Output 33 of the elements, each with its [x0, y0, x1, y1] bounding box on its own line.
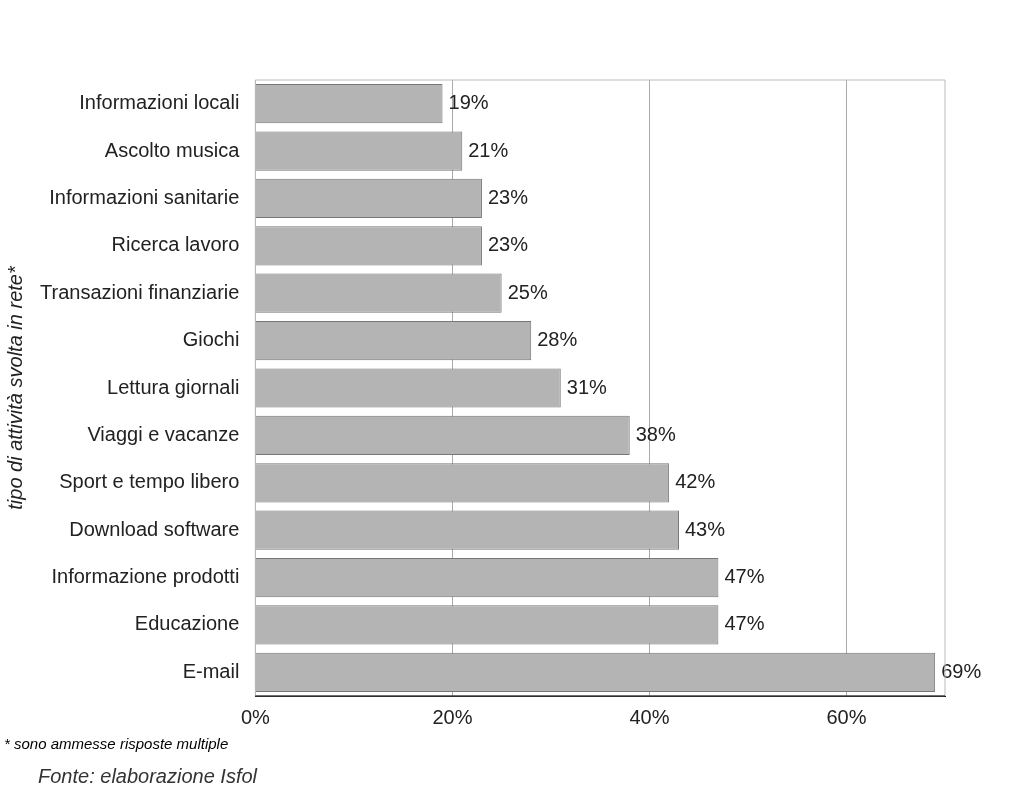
data-label: 23%	[487, 185, 529, 208]
y-tick-label: Informazione prodotti	[51, 565, 240, 588]
y-tick-label: Ricerca lavoro	[111, 233, 240, 256]
y-tick-label: Educazione	[134, 612, 240, 635]
y-tick-label: Lettura giornali	[107, 375, 240, 398]
data-label: 43%	[684, 517, 726, 540]
y-tick-label: Sport e tempo libero	[59, 470, 240, 493]
text: * sono ammesse risposte multiple	[4, 735, 229, 752]
x-tick-label: 20%	[432, 705, 473, 728]
y-axis-title: tipo di attività svolta in rete*	[3, 265, 26, 510]
data-label: 21%	[468, 138, 509, 161]
data-label: 42%	[675, 470, 716, 493]
x-tick-label: 0%	[240, 705, 271, 728]
x-tick-label: 60%	[826, 705, 867, 728]
y-tick-label: Giochi	[182, 328, 240, 351]
y-tick-label: Informazioni sanitarie	[49, 185, 240, 208]
y-tick-label: Transazioni finanziarie	[40, 280, 240, 303]
y-tick-label: Informazioni locali	[79, 91, 240, 114]
y-tick-label: E-mail	[182, 659, 240, 682]
y-tick-label: Ascolto musica	[104, 138, 241, 161]
data-label: 47%	[724, 565, 765, 588]
data-label: 31%	[566, 375, 608, 398]
data-label: 38%	[635, 422, 676, 445]
data-label: 23%	[487, 233, 529, 256]
y-tick-label: Viaggi e vacanze	[87, 422, 240, 445]
data-label: 69%	[941, 659, 982, 682]
data-label: 19%	[448, 91, 489, 114]
y-tick-label: Download software	[69, 517, 240, 540]
data-label: 28%	[537, 328, 578, 351]
data-label: 25%	[507, 280, 548, 303]
data-label: 47%	[724, 612, 765, 635]
source-note: Fonte: elaborazione Isfol	[38, 765, 258, 788]
x-tick-label: 40%	[629, 705, 670, 728]
